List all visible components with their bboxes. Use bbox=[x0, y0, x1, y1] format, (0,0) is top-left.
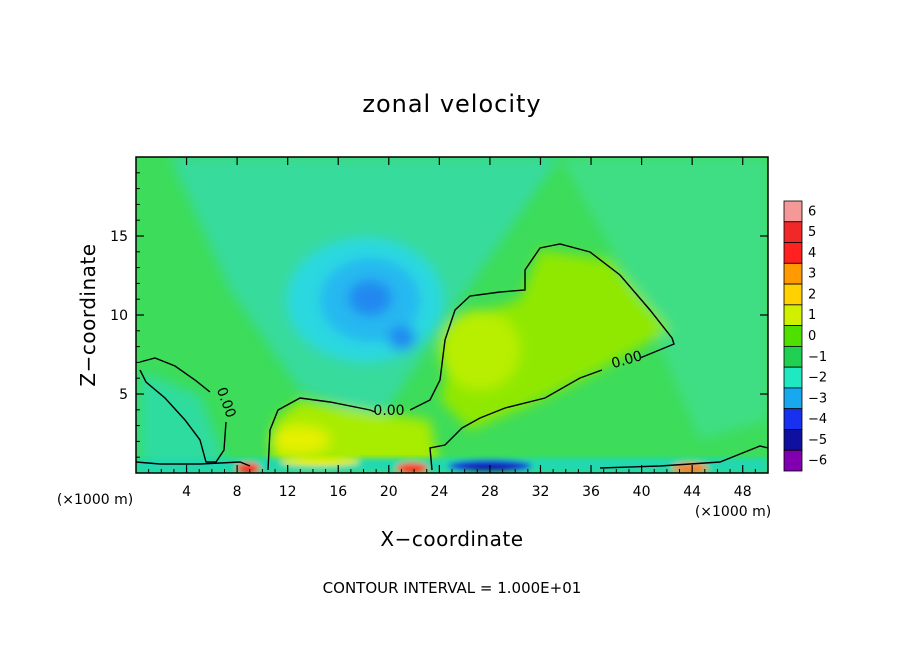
zero-contour-main bbox=[267, 243, 675, 471]
colorbar-swatch bbox=[783, 345, 803, 368]
field-region-lower-yellow bbox=[270, 426, 330, 454]
chart-title: zonal velocity bbox=[362, 90, 541, 118]
field-surface-warm-3 bbox=[672, 463, 708, 473]
y-tick-label: 5 bbox=[119, 387, 128, 403]
colorbar-swatch bbox=[783, 304, 803, 327]
x-tick-label: 48 bbox=[734, 484, 752, 500]
x-tick-label: 44 bbox=[683, 484, 701, 500]
x-tick-label: 12 bbox=[279, 484, 297, 500]
colorbar-swatch bbox=[783, 387, 803, 410]
field-surface-yellow bbox=[280, 458, 360, 466]
colorbar-swatch bbox=[783, 221, 803, 243]
field-region-right-cool bbox=[560, 157, 768, 440]
x-tick-label: 36 bbox=[582, 484, 600, 500]
colorbar-swatch bbox=[783, 262, 803, 285]
x-tick-label: 32 bbox=[532, 484, 550, 500]
colorbar-swatch bbox=[783, 242, 803, 264]
contour-interval-footer: CONTOUR INTERVAL = 1.000E+01 bbox=[323, 579, 582, 597]
x-axis-ticks: 4 8 12 16 20 24 28 32 36 40 44 48 bbox=[148, 157, 756, 500]
field-surface-warm-1 bbox=[236, 463, 260, 473]
colorbar: 6 5 4 3 2 1 0 −1 −2 −3 −4 −5 −6 bbox=[783, 200, 827, 472]
y-axis-label: Z−coordinate bbox=[76, 243, 100, 386]
zero-contour-left bbox=[139, 357, 227, 463]
colorbar-swatch bbox=[783, 325, 803, 347]
x-tick-label: 40 bbox=[633, 484, 651, 500]
field-surface-warm-2 bbox=[396, 463, 428, 473]
colorbar-label: 0 bbox=[808, 329, 816, 344]
colorbar-label: 4 bbox=[808, 246, 816, 261]
x-tick-label: 28 bbox=[481, 484, 499, 500]
x-tick-label: 8 bbox=[233, 484, 242, 500]
colorbar-swatch bbox=[783, 283, 803, 306]
field-region-positive-core bbox=[440, 310, 520, 390]
colorbar-label: 2 bbox=[808, 287, 816, 302]
colorbar-swatch bbox=[783, 429, 803, 451]
x-unit-label-right: (×1000 m) bbox=[695, 504, 771, 520]
colorbar-swatch bbox=[783, 200, 803, 223]
colorbar-swatch bbox=[783, 449, 803, 472]
y-tick-label: 10 bbox=[110, 308, 128, 324]
contour-label-center: 0.00 bbox=[373, 403, 404, 419]
colorbar-swatch bbox=[783, 408, 803, 430]
y-axis-ticks: 5 10 15 bbox=[110, 172, 768, 458]
x-tick-label: 4 bbox=[182, 484, 191, 500]
colorbar-label: −4 bbox=[808, 412, 827, 427]
field-region-vortex-core2 bbox=[388, 326, 416, 350]
x-tick-label: 16 bbox=[329, 484, 347, 500]
x-unit-label-left: (×1000 m) bbox=[57, 492, 133, 508]
x-tick-label: 24 bbox=[430, 484, 448, 500]
zero-contour-surface bbox=[136, 445, 768, 469]
colorbar-label: 1 bbox=[808, 308, 816, 323]
colorbar-label: −3 bbox=[808, 391, 827, 406]
field-region-left-pocket bbox=[140, 372, 225, 470]
colorbar-label: 5 bbox=[808, 225, 816, 240]
colorbar-label: −5 bbox=[808, 433, 827, 448]
colorbar-label: −6 bbox=[808, 454, 827, 469]
colorbar-label: 6 bbox=[808, 204, 816, 219]
colorbar-label: −1 bbox=[808, 350, 827, 365]
heatmap-field bbox=[136, 157, 768, 473]
colorbar-swatch bbox=[783, 366, 803, 389]
x-axis-label: X−coordinate bbox=[380, 527, 523, 551]
zero-contours bbox=[136, 243, 768, 471]
field-region-vortex-core bbox=[348, 280, 392, 316]
colorbar-label: −2 bbox=[808, 371, 827, 386]
y-tick-label: 15 bbox=[110, 229, 128, 245]
x-tick-label: 20 bbox=[380, 484, 398, 500]
colorbar-label: 3 bbox=[808, 267, 816, 282]
